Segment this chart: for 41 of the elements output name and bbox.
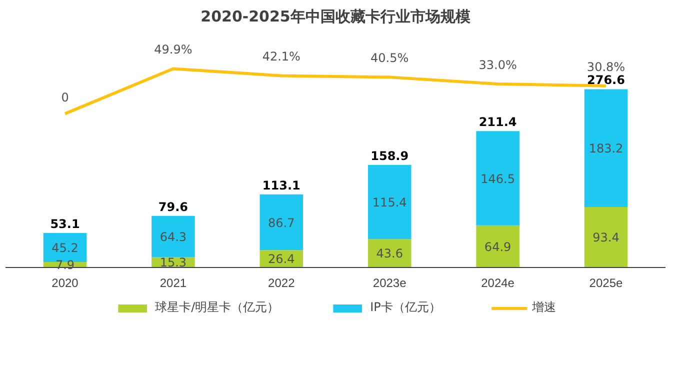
data-label: 42.1% — [262, 50, 300, 64]
total-label: 79.6 — [158, 200, 188, 214]
x-tick-label: 2024e — [481, 276, 515, 290]
data-label: 43.6 — [376, 246, 403, 261]
data-label: 0 — [61, 90, 69, 105]
bar — [476, 131, 520, 226]
x-tick-label: 2025e — [589, 276, 624, 290]
total-label: 113.1 — [262, 178, 300, 192]
bar — [476, 225, 520, 268]
total-label: 53.1 — [50, 216, 80, 231]
data-label: 26.4 — [268, 252, 295, 266]
legend-label: 增速 — [532, 299, 556, 316]
bar — [152, 216, 195, 258]
legend-label: 球星卡/明星卡（亿元） — [155, 299, 280, 316]
data-label: 183.2 — [588, 142, 624, 156]
data-label: 93.4 — [592, 230, 620, 245]
total-label: 158.9 — [370, 148, 409, 163]
total-label: 276.6 — [587, 73, 625, 88]
x-tick-label: 2023e — [372, 276, 407, 290]
data-label: 64.3 — [160, 230, 187, 244]
x-tick-label: 2021 — [160, 276, 187, 290]
data-label: 40.5% — [370, 51, 409, 66]
chart-title: 2020-2025年中国收藏卡行业市场规模 — [200, 8, 472, 26]
bar — [584, 207, 628, 268]
bar — [260, 194, 304, 250]
bar — [368, 164, 412, 240]
data-label: 15.3 — [160, 256, 187, 270]
data-label: 86.7 — [268, 216, 295, 230]
data-label: 64.9 — [484, 240, 512, 254]
legend-label: IP卡（亿元） — [370, 299, 441, 316]
data-label: 33.0% — [478, 58, 517, 72]
x-tick-label: 2022 — [268, 276, 296, 290]
data-label: 45.2 — [52, 241, 78, 256]
data-label: 49.9% — [154, 42, 192, 57]
total-label: 211.4 — [478, 115, 517, 130]
bar — [584, 89, 628, 208]
data-label: 146.5 — [480, 172, 515, 186]
bar — [368, 239, 412, 268]
data-label: 30.8% — [586, 60, 626, 74]
data-label: 115.4 — [372, 195, 407, 210]
x-tick-label: 2020 — [52, 276, 79, 290]
